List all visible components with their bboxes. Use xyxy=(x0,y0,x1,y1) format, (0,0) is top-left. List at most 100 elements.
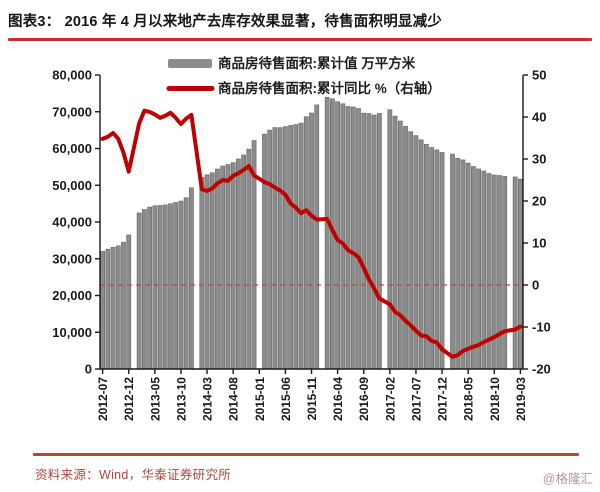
bar xyxy=(236,158,241,370)
bar xyxy=(450,153,455,370)
bar xyxy=(512,176,518,370)
x-tick-label: 2016-09 xyxy=(357,377,371,421)
bar xyxy=(230,162,236,370)
x-tick-label: 2017-12 xyxy=(436,377,450,421)
bar xyxy=(387,109,393,370)
bar xyxy=(377,113,382,370)
bar xyxy=(121,241,126,370)
x-tick-label: 2014-03 xyxy=(201,377,215,421)
watermark: @格隆汇 xyxy=(542,472,593,486)
bar xyxy=(340,103,346,370)
bar xyxy=(502,176,508,370)
page-title: 图表3： 2016 年 4 月以来地产去库存效果显著，待售面积明显减少 xyxy=(8,14,442,30)
bar xyxy=(105,248,111,370)
bars-series xyxy=(100,96,523,370)
y-tick-label-left: 40,000 xyxy=(52,215,92,230)
bar xyxy=(345,106,351,370)
bar xyxy=(403,126,408,370)
bar xyxy=(518,178,523,370)
y-tick-label-left: 50,000 xyxy=(52,178,92,193)
source-note: 资料来源：Wind，华泰证券研究所 xyxy=(35,468,232,482)
bar xyxy=(157,205,163,370)
bar xyxy=(142,209,147,370)
x-tick-label: 2017-07 xyxy=(409,377,423,421)
bar xyxy=(429,147,434,370)
bar xyxy=(293,124,299,370)
bar xyxy=(397,120,403,370)
bar xyxy=(267,129,273,370)
yoy-line xyxy=(100,108,523,359)
title-underline xyxy=(8,38,592,41)
x-tick-label: 2017-02 xyxy=(383,377,397,421)
bar xyxy=(356,108,361,370)
y-tick-label-right: 20 xyxy=(532,194,546,209)
bar xyxy=(162,204,168,370)
y-tick-label-left: 70,000 xyxy=(52,104,92,119)
bar xyxy=(183,197,189,370)
bar xyxy=(126,234,132,370)
bar xyxy=(199,177,205,370)
bar xyxy=(303,116,309,370)
bar xyxy=(277,127,283,370)
bar xyxy=(225,164,231,370)
x-tick-label: 2013-10 xyxy=(174,377,188,421)
x-tick-label: 2016-04 xyxy=(331,377,345,421)
bar xyxy=(455,157,461,370)
bar xyxy=(173,202,179,370)
bar xyxy=(366,113,372,370)
legend-bar-swatch xyxy=(168,59,212,68)
x-tick-label: 2015-11 xyxy=(305,377,319,421)
bar xyxy=(147,206,152,370)
y-tick-label-left: 80,000 xyxy=(52,68,92,83)
y-tick-label-left: 10,000 xyxy=(52,325,92,340)
x-tick-label: 2015-01 xyxy=(253,377,267,421)
bar xyxy=(209,172,215,370)
y-tick-label-right: 10 xyxy=(532,236,546,251)
bar xyxy=(298,122,304,370)
y-tick-label-right: 30 xyxy=(532,152,546,167)
legend-label-bar: 商品房待售面积:累计值 万平方米 xyxy=(218,55,416,71)
bar xyxy=(460,159,466,370)
bar xyxy=(246,148,252,370)
bar xyxy=(465,162,471,370)
x-tick-label: 2015-06 xyxy=(279,377,293,421)
bar xyxy=(152,205,158,370)
bar xyxy=(439,152,445,370)
bar xyxy=(288,125,293,370)
y-tick-label-right: -10 xyxy=(532,320,551,335)
y-tick-label-left: 60,000 xyxy=(52,141,92,156)
axes xyxy=(95,74,528,374)
bar xyxy=(204,174,210,370)
bar xyxy=(434,149,440,370)
bar xyxy=(476,168,481,370)
bar xyxy=(497,175,502,370)
bar xyxy=(408,131,414,370)
x-tick-label: 2013-05 xyxy=(148,377,162,421)
legend-label-line: 商品房待售面积:累计同比 %（右轴） xyxy=(218,80,441,96)
y-tick-label-right: 0 xyxy=(532,278,539,293)
bar xyxy=(309,112,314,370)
bar xyxy=(371,114,377,370)
y-tick-label-left: 20,000 xyxy=(52,288,92,303)
x-tick-label: 2014-08 xyxy=(227,377,241,421)
bar xyxy=(241,154,246,370)
bar xyxy=(392,115,398,370)
bar xyxy=(215,168,220,370)
bar xyxy=(220,165,226,370)
bar xyxy=(136,212,142,370)
x-tick-label: 2018-10 xyxy=(488,377,502,421)
x-tick-label: 2019-03 xyxy=(514,377,528,421)
bar xyxy=(324,96,330,370)
bar xyxy=(100,251,105,370)
bar xyxy=(350,106,356,370)
bar xyxy=(361,112,367,370)
y-tick-label-left: 0 xyxy=(85,362,92,377)
bar xyxy=(314,104,320,370)
y-tick-label-right: 40 xyxy=(532,110,546,125)
x-tick-label: 2012-07 xyxy=(96,377,110,421)
footer-rule xyxy=(33,453,579,456)
y-tick-label-left: 30,000 xyxy=(52,251,92,266)
